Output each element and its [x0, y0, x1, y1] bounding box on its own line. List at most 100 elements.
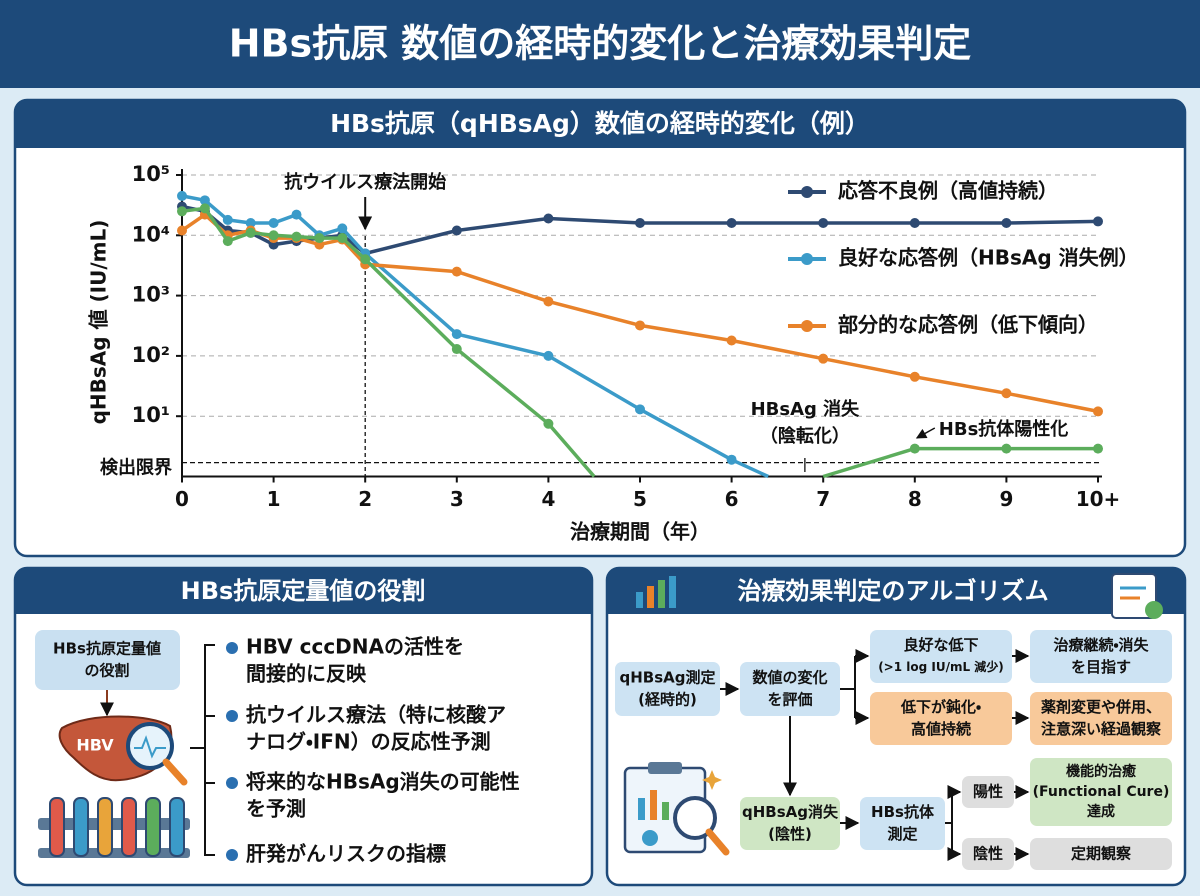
tube [73, 797, 89, 857]
flow-node [740, 797, 840, 850]
x-tick-label: 0 [175, 487, 189, 511]
annotation: HBs抗体陽性化 [939, 418, 1069, 440]
legend-label: 部分的な応答例（低下傾向） [838, 313, 1098, 337]
data-point [245, 217, 256, 228]
x-tick-label: 5 [633, 487, 647, 511]
role-item: 将来的なHBsAg消失の可能性 [246, 770, 520, 794]
icon-bar [647, 586, 654, 608]
data-point [726, 217, 737, 228]
role-items: HBV cccDNAの活性を間接的に反映抗ウイルス療法（特に核酸アナログ・IFN… [226, 635, 520, 866]
data-point [222, 236, 233, 247]
report-magnifier [673, 796, 717, 840]
role-label: の役割 [84, 662, 129, 680]
data-point [1001, 443, 1012, 454]
data-point [543, 350, 554, 361]
x-tick-label: 1 [267, 487, 281, 511]
flow-node-label: 測定 [887, 825, 917, 843]
role-item: 抗ウイルス療法（特に核酸ア [246, 703, 506, 727]
flow-node [740, 662, 840, 716]
role-label: HBs抗原定量値 [53, 640, 161, 658]
report-pie [642, 830, 658, 846]
data-point [360, 254, 371, 265]
data-point [909, 217, 920, 228]
data-point [909, 371, 920, 382]
clipboard-icon [1111, 573, 1163, 619]
liver-label: HBV [76, 736, 114, 755]
data-point [1093, 443, 1103, 454]
legend-label: 応答不良例（高値持続） [838, 179, 1058, 203]
role-item: 間接的に反映 [246, 662, 367, 686]
tube [169, 797, 185, 857]
legend-marker [801, 186, 813, 198]
bracket [190, 644, 215, 856]
report-illustration [623, 762, 730, 856]
flow-node [1030, 692, 1172, 745]
data-point [245, 227, 256, 238]
flow-node [860, 797, 945, 850]
data-point [177, 206, 187, 217]
report-bar [638, 798, 645, 820]
flow-node-label: を目指す [1071, 658, 1131, 676]
data-point [177, 225, 187, 236]
icon-bar [669, 576, 676, 608]
algorithm-title: 治療効果判定のアルゴリズム [737, 577, 1048, 605]
flow-node [1030, 838, 1172, 870]
data-point [543, 418, 554, 429]
flow-node-label: を評価 [767, 691, 812, 709]
flow-node [870, 692, 1012, 745]
x-tick-label: 6 [725, 487, 739, 511]
flow-node-label: 達成 [1087, 803, 1115, 820]
legend-marker [801, 253, 813, 265]
bullet [226, 642, 238, 654]
flow-node-label: 定期観察 [1071, 845, 1132, 863]
flow-node [615, 662, 720, 716]
role-item: 肝発がんリスクの指標 [246, 842, 446, 866]
role-item: ナログ・IFN）の反応性予測 [246, 730, 491, 754]
role-label-box [35, 630, 180, 690]
data-point [1093, 406, 1103, 417]
flow-node-label: (Functional Cure) [1033, 784, 1170, 800]
report-handle [705, 828, 730, 856]
tube [49, 797, 65, 857]
algorithm-panel-header [607, 568, 1185, 614]
data-point [268, 230, 279, 241]
data-point [268, 217, 279, 228]
flow-node-label: 陰性 [973, 845, 1003, 863]
flow-node-label: 治療継続・消失 [1053, 636, 1149, 654]
flow-node-label: (経時的) [638, 691, 697, 709]
flow-node-label: 低下が鈍化・ [900, 698, 981, 716]
annotation: 抗ウイルス療法開始 [284, 171, 446, 193]
x-tick-label: 4 [541, 487, 555, 511]
tube [121, 797, 137, 857]
header-band [0, 0, 1200, 88]
data-point [337, 223, 348, 234]
annotation: （陰転化） [760, 425, 850, 447]
report-bar [650, 790, 657, 820]
detection-limit-label: 検出限界 [100, 457, 172, 479]
data-point [451, 266, 462, 277]
flow-node-label: 陽性 [973, 783, 1003, 801]
tube [97, 797, 113, 857]
data-point [1093, 216, 1103, 227]
data-point [314, 233, 325, 244]
flow-node [1030, 758, 1172, 826]
connector [840, 656, 953, 854]
icon-bar [636, 592, 643, 608]
test-tubes [38, 797, 190, 858]
data-point [199, 195, 210, 206]
series-line [181, 206, 596, 478]
data-point [451, 329, 462, 340]
data-point [818, 217, 829, 228]
data-point [543, 213, 554, 224]
data-point [726, 454, 737, 465]
y-tick-label: 10³ [132, 283, 170, 307]
x-tick-label: 2 [358, 487, 372, 511]
page-title: HBs抗原 数値の経時的変化と治療効果判定 [229, 22, 972, 66]
flow-node-label: 薬剤変更や併用、 [1040, 698, 1161, 716]
flow-node [1030, 630, 1172, 683]
flow-node-label: (陰性) [768, 825, 812, 843]
chart-title: HBs抗原（qHBsAg）数値の経時的変化（例） [330, 109, 870, 138]
data-point [1001, 388, 1012, 399]
